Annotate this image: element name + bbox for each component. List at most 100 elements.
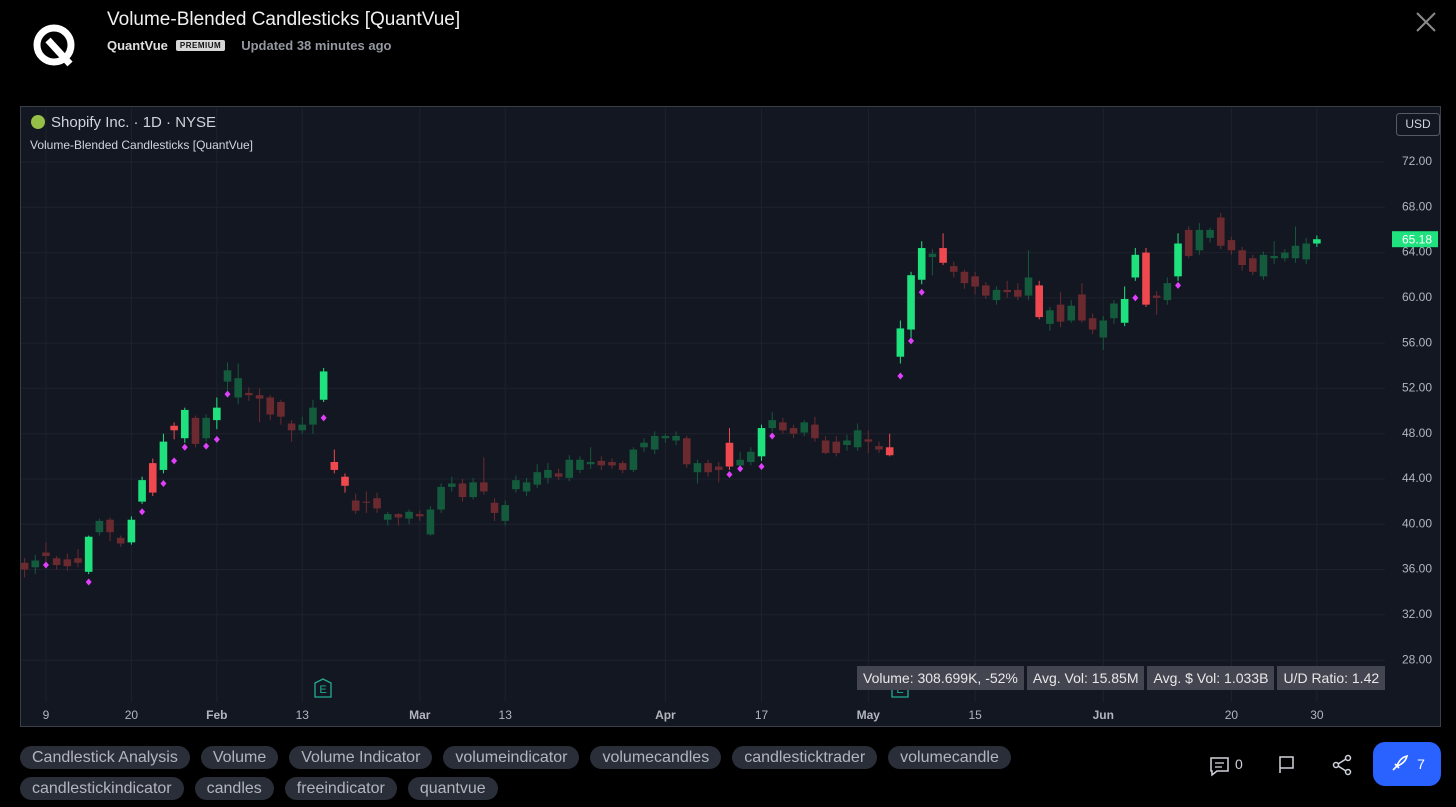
candle-body [544, 469, 552, 478]
share-icon[interactable] [1332, 754, 1352, 776]
candle-body [159, 441, 168, 470]
candle-body [373, 498, 381, 509]
rocket-icon [1392, 754, 1409, 771]
close-button[interactable] [1416, 12, 1436, 32]
candle-body [1313, 239, 1321, 244]
candle-body [747, 451, 755, 462]
candle-body [1014, 289, 1022, 297]
candle-body [853, 430, 862, 448]
currency-box[interactable] [1396, 113, 1440, 136]
candle-body [127, 519, 136, 543]
candle-body [960, 271, 969, 284]
candle-body [181, 409, 189, 439]
candle-body [458, 483, 467, 498]
tag[interactable]: volumecandles [590, 746, 722, 769]
candle-body [31, 560, 40, 568]
x-tick-label: Mar [409, 708, 431, 722]
x-tick-label: 20 [125, 708, 139, 722]
tag[interactable]: volumeindicator [443, 746, 580, 769]
candle-body [362, 501, 371, 503]
signal-marker [1132, 294, 1139, 302]
signal-marker [85, 578, 92, 586]
tag[interactable]: Volume Indicator [289, 746, 433, 769]
candle-body [885, 447, 894, 456]
candle-body [576, 459, 584, 470]
author[interactable]: QuantVue [107, 38, 168, 53]
candle-body [223, 370, 232, 382]
comment-count: 0 [1235, 756, 1243, 772]
tag[interactable]: quantvue [407, 777, 498, 800]
candle-body [1110, 303, 1118, 319]
candle-body [1099, 320, 1108, 338]
candle-body [843, 440, 851, 446]
candle-body [875, 446, 883, 450]
candle-body [330, 462, 339, 470]
candle-body [789, 428, 798, 434]
candle-body [426, 509, 435, 535]
x-tick-label: 9 [43, 708, 50, 722]
tag[interactable]: candlestickindicator [20, 777, 184, 800]
logo[interactable] [33, 24, 75, 67]
candle-body [116, 537, 125, 544]
candle-body [682, 438, 691, 465]
signal-marker [758, 463, 765, 471]
candle-body [490, 502, 499, 513]
candle-body [74, 558, 82, 563]
tag[interactable]: Volume [200, 746, 279, 769]
candle-body [1003, 289, 1011, 293]
candle-body [245, 392, 253, 396]
candle-body [20, 562, 29, 570]
earnings-label: E [319, 684, 326, 696]
candle-body [1259, 254, 1268, 277]
candle-body [949, 266, 958, 272]
candle-body [298, 424, 307, 431]
flag-icon[interactable] [1279, 756, 1294, 773]
tag[interactable]: candlesticktrader [732, 746, 878, 769]
stat-box: Volume: 308.699K, -52% [857, 666, 1024, 690]
boost-count: 7 [1417, 756, 1425, 772]
candle-body [693, 463, 702, 473]
candle-body [917, 248, 926, 280]
candle-body [309, 407, 317, 425]
signal-marker [320, 414, 327, 422]
candle-body [832, 441, 841, 453]
signal-marker [918, 288, 925, 296]
tag[interactable]: freeindicator [284, 777, 397, 800]
candle-body [725, 442, 734, 467]
signal-marker [224, 390, 231, 398]
candle-body [565, 459, 574, 478]
candle-body [1035, 285, 1043, 318]
y-tick-label: 52.00 [1402, 381, 1432, 395]
candle-body [319, 371, 328, 400]
candle-body [1163, 283, 1172, 301]
signal-marker [726, 470, 733, 478]
x-tick-label: May [857, 708, 881, 722]
candle-body [255, 395, 264, 399]
earnings-marker[interactable]: E [314, 678, 332, 698]
candle-body [170, 425, 178, 431]
x-tick-label: 17 [755, 708, 769, 722]
tag[interactable]: Candlestick Analysis [20, 746, 190, 769]
candle-body [864, 439, 873, 442]
candle-body [821, 440, 830, 453]
symbol-label: Shopify Inc. · 1D · NYSE [51, 114, 216, 131]
candle-body [106, 519, 114, 533]
candle-body [1184, 229, 1193, 256]
boost-button[interactable]: 7 [1373, 742, 1441, 786]
comment-icon[interactable] [1210, 757, 1229, 777]
badge: PREMIUM [175, 40, 226, 51]
tag[interactable]: volumecandle [888, 746, 1011, 769]
symbol-icon [31, 115, 45, 129]
candle-body [341, 476, 349, 486]
candle-body [1174, 243, 1182, 277]
candle-body [266, 397, 275, 415]
stats: Volume: 308.699K, -52% Avg. Vol: 15.85M Av… [857, 666, 1386, 690]
candle-body [63, 559, 72, 567]
tag[interactable]: candles [194, 777, 274, 800]
y-tick-label: 48.00 [1402, 426, 1432, 440]
candle-body [480, 482, 488, 492]
candle-body [234, 378, 242, 398]
candle-body [1024, 277, 1033, 296]
